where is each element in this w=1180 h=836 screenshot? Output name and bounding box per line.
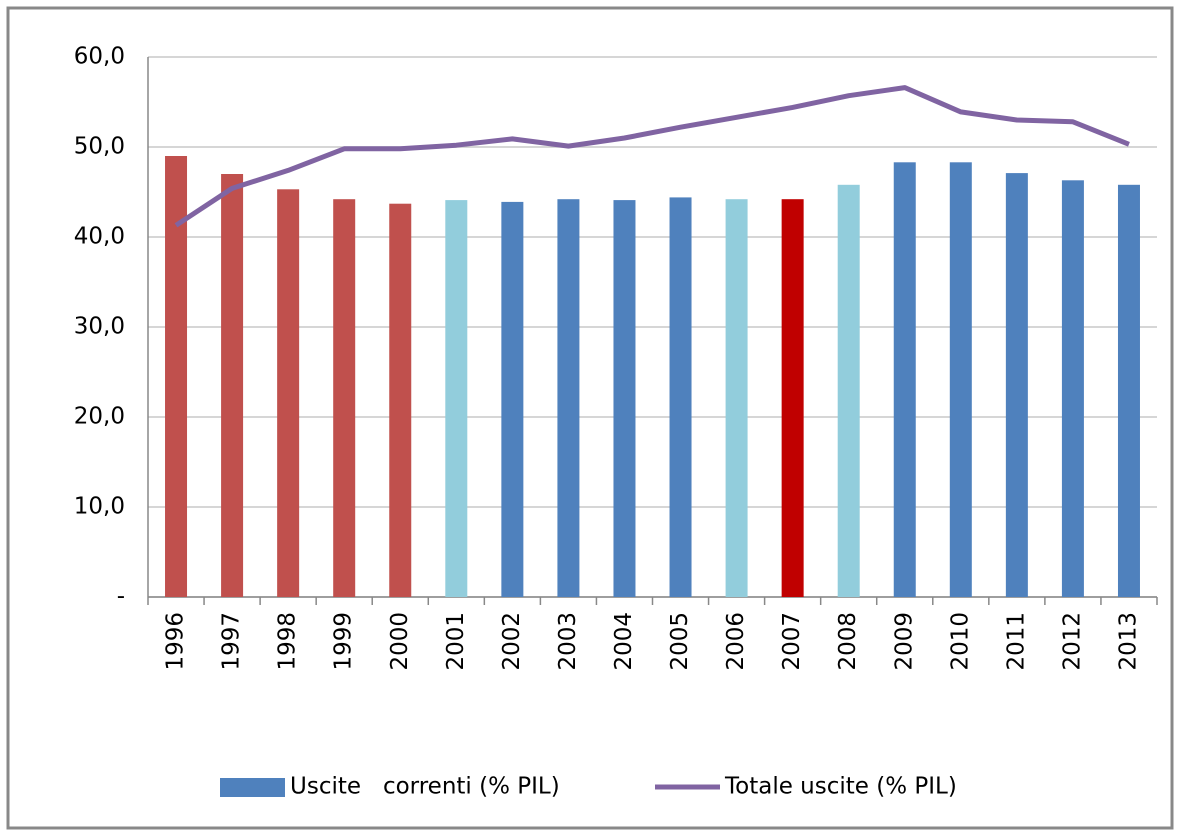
x-tick-label: 2009 [891, 612, 917, 671]
bar [165, 156, 188, 597]
x-tick-label: 2008 [835, 612, 861, 671]
bar [221, 174, 244, 597]
x-tick-label: 1996 [163, 612, 189, 671]
x-tick-label: 2004 [611, 612, 637, 671]
y-tick-label: 50,0 [74, 134, 125, 160]
bar [669, 197, 692, 597]
bar [501, 201, 524, 597]
line [174, 85, 1130, 228]
y-tick-label: - [117, 584, 125, 610]
x-tick-label: 2002 [499, 612, 525, 671]
bar [1061, 180, 1084, 598]
bar [1117, 184, 1140, 598]
y-tick-label: 10,0 [74, 494, 125, 520]
bar [893, 162, 916, 598]
y-tick-label: 60,0 [74, 44, 125, 70]
bar [837, 184, 860, 598]
legend-label: Uscite correnti (% PIL) [290, 774, 560, 800]
legend-label: Totale uscite (% PIL) [724, 774, 957, 800]
x-tick-label: 2010 [947, 612, 973, 671]
y-tick-label: 40,0 [74, 224, 125, 250]
x-tick-label: 2013 [1115, 612, 1141, 671]
x-tick-label: 2003 [555, 612, 581, 671]
bar [781, 199, 804, 597]
bar [277, 189, 300, 598]
bar [725, 199, 748, 597]
bar [613, 200, 636, 597]
x-tick-label: 2012 [1059, 612, 1085, 671]
x-tick-label: 1998 [275, 612, 301, 671]
x-tick-label: 2005 [667, 612, 693, 671]
x-tick-label: 2000 [387, 612, 413, 671]
x-tick-label: 2011 [1003, 612, 1029, 671]
bar [445, 200, 468, 597]
x-tick-label: 2006 [723, 612, 749, 671]
legend-swatch [220, 778, 285, 797]
x-tick-label: 2007 [779, 612, 805, 671]
bar [1005, 173, 1028, 597]
x-tick-label: 1997 [219, 612, 245, 671]
bar [557, 199, 580, 597]
bar [389, 203, 412, 597]
y-tick-label: 30,0 [74, 314, 125, 340]
bar [333, 199, 356, 597]
bar [949, 162, 972, 598]
x-tick-label: 2001 [443, 612, 469, 671]
x-tick-label: 1999 [331, 612, 357, 671]
y-tick-label: 20,0 [74, 404, 125, 430]
